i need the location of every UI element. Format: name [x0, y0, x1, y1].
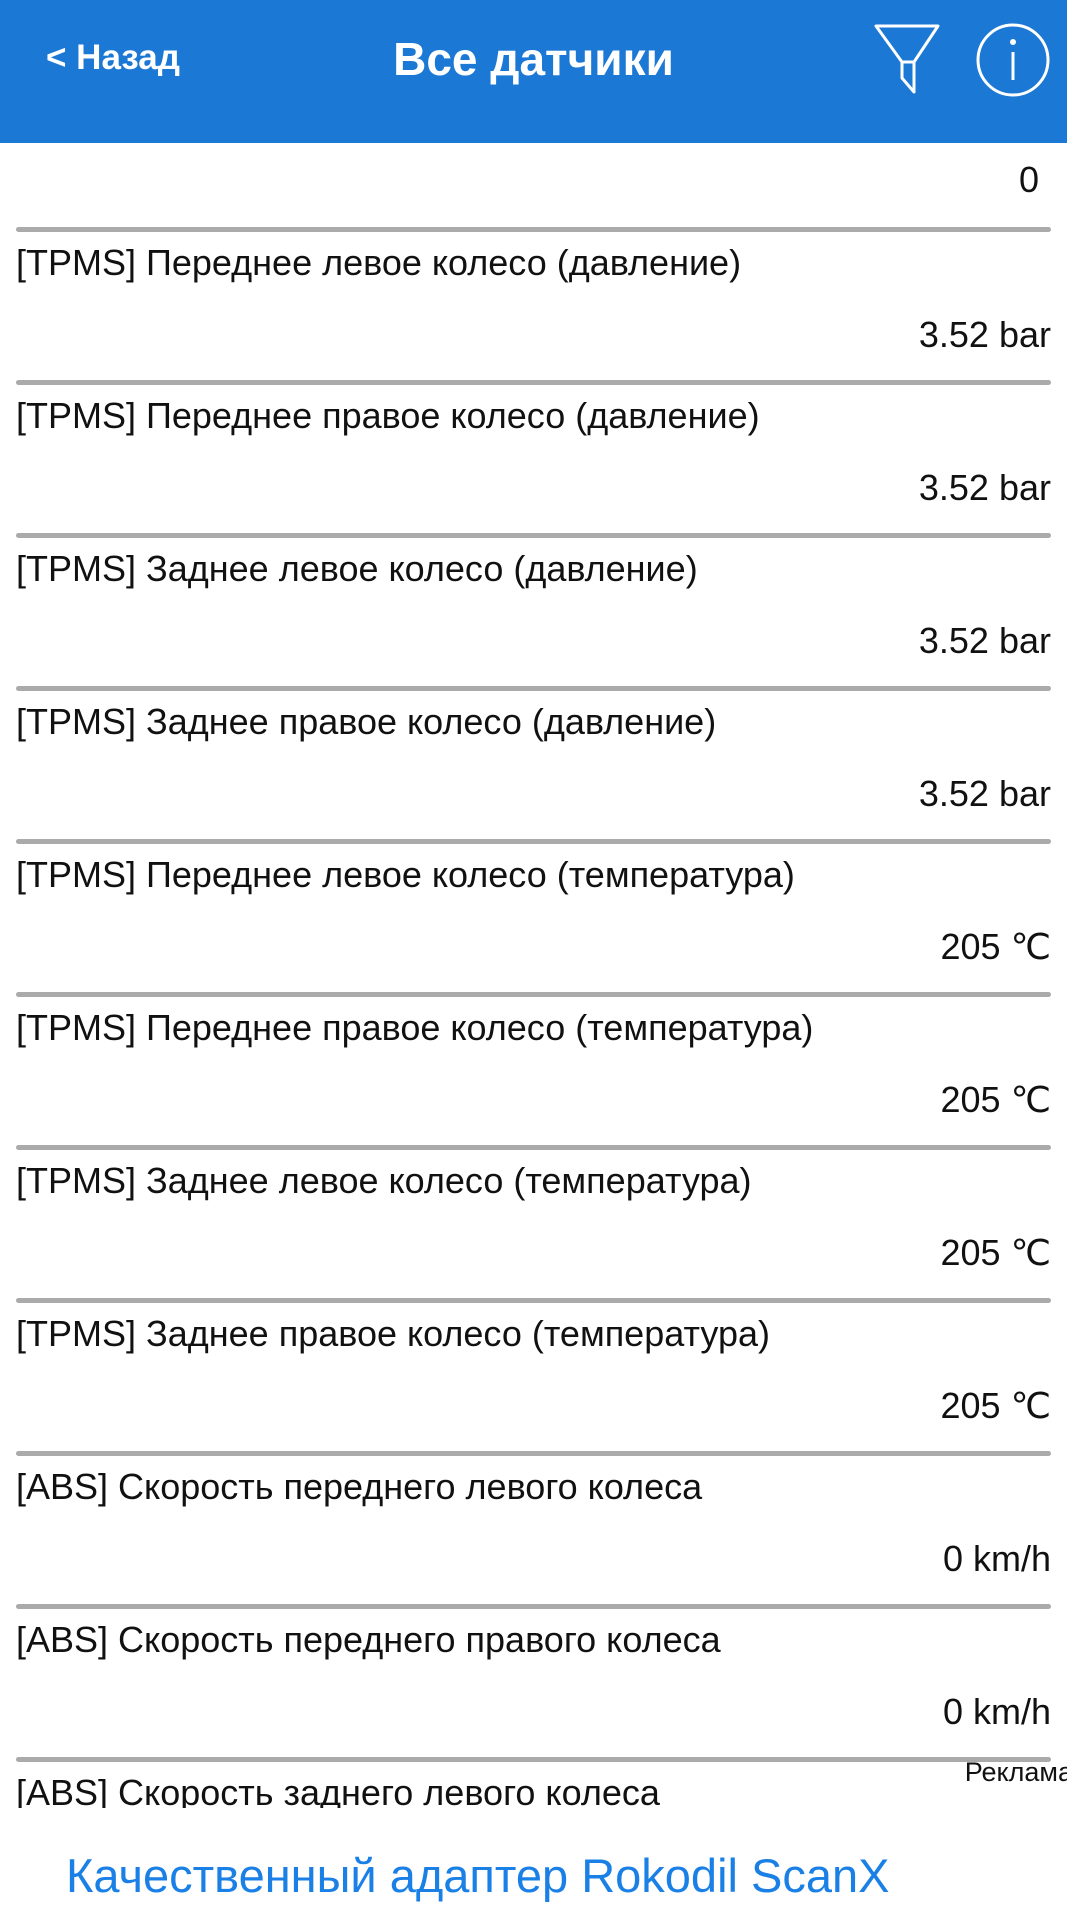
separator [16, 533, 1051, 538]
sensor-value: 0 km/h [942, 1538, 1051, 1579]
separator [16, 839, 1051, 844]
page-title: Все датчики [393, 33, 674, 85]
list-item[interactable]: [ABS] Скорость переднего левого колеса 0 … [0, 1456, 1067, 1604]
list-item[interactable]: [TPMS] Заднее правое колесо (температура… [0, 1303, 1067, 1451]
sensor-label: [ABS] Скорость заднего левого колеса [16, 1772, 660, 1808]
separator [16, 686, 1051, 691]
sensor-label: [ABS] Скорость переднего правого колеса [16, 1619, 721, 1660]
sensor-value: 0 [1018, 159, 1039, 200]
sensor-label: [TPMS] Заднее левое колесо (температура) [16, 1160, 752, 1201]
sensor-value: 205 ℃ [940, 1079, 1052, 1120]
sensor-label: [ABS] Скорость переднего левого колеса [16, 1466, 703, 1507]
sensor-label: [TPMS] Переднее левое колесо (температур… [16, 854, 795, 895]
sensor-value: 205 ℃ [940, 926, 1052, 967]
separator [16, 1298, 1051, 1303]
sensor-value: 0 km/h [942, 1691, 1051, 1732]
list-item[interactable]: [ABS] Скорость заднего левого колеса [0, 1762, 1067, 1808]
list-item[interactable]: [TPMS] Переднее правое колесо (давление)… [0, 385, 1067, 533]
list-item[interactable]: [TPMS] Заднее левое колесо (температура)… [0, 1150, 1067, 1298]
ad-label: Реклама [964, 1757, 1067, 1787]
list-item[interactable]: [TPMS] Переднее левое колесо (давление) 3… [0, 232, 1067, 380]
back-button[interactable]: < Назад [46, 38, 180, 77]
sensor-value: 3.52 bar [918, 773, 1051, 814]
app-header: < Назад Все датчики [0, 0, 1067, 143]
list-item[interactable]: [TPMS] Переднее левое колесо (температур… [0, 844, 1067, 992]
list-item[interactable]: [TPMS] Переднее правое колесо (температу… [0, 997, 1067, 1145]
list-item: 0 [0, 143, 1067, 227]
filter-icon[interactable] [872, 22, 942, 94]
sensor-label: [TPMS] Заднее правое колесо (давление) [16, 701, 717, 742]
sensor-value: 3.52 bar [918, 467, 1051, 508]
sensor-list[interactable]: 0 [TPMS] Переднее левое колесо (давление… [0, 143, 1067, 1808]
separator [16, 992, 1051, 997]
separator [16, 1757, 1051, 1762]
list-item[interactable]: [TPMS] Заднее правое колесо (давление) 3.… [0, 691, 1067, 839]
sensor-label: [TPMS] Заднее левое колесо (давление) [16, 548, 698, 589]
sensor-value: 205 ℃ [940, 1232, 1052, 1273]
sensor-value: 3.52 bar [918, 620, 1051, 661]
sensor-value: 205 ℃ [940, 1385, 1052, 1426]
separator [16, 1145, 1051, 1150]
ad-link[interactable]: Качественный адаптер Rokodil ScanX [66, 1849, 890, 1902]
list-item[interactable]: [ABS] Скорость переднего правого колеса 0… [0, 1609, 1067, 1757]
sensor-value: 3.52 bar [918, 314, 1051, 355]
sensor-label: [TPMS] Переднее правое колесо (температу… [16, 1007, 814, 1048]
info-icon[interactable] [975, 22, 1051, 98]
sensor-label: [TPMS] Заднее правое колесо (температура… [16, 1313, 770, 1354]
sensor-label: [TPMS] Переднее правое колесо (давление) [16, 395, 760, 436]
separator [16, 1604, 1051, 1609]
list-item[interactable]: [TPMS] Заднее левое колесо (давление) 3.5… [0, 538, 1067, 686]
sensor-label: [TPMS] Переднее левое колесо (давление) [16, 242, 742, 283]
separator [16, 1451, 1051, 1456]
separator [16, 227, 1051, 232]
separator [16, 380, 1051, 385]
